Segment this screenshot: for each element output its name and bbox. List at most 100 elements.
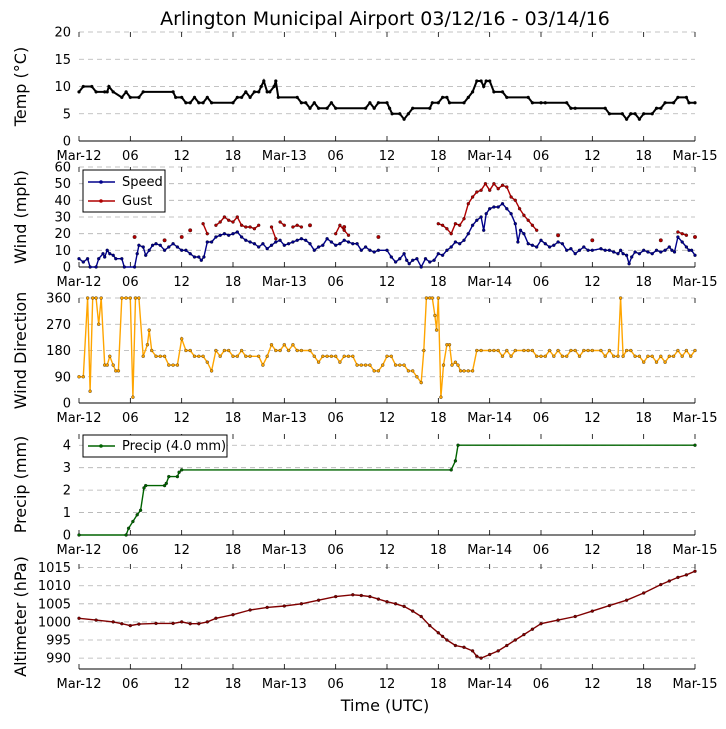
data-point <box>659 582 663 587</box>
data-point <box>381 363 385 367</box>
data-point <box>368 248 372 252</box>
data-point <box>453 459 458 463</box>
series-temp <box>77 78 697 121</box>
data-point <box>535 354 539 358</box>
data-point <box>513 222 517 226</box>
data-point <box>124 296 128 300</box>
data-point <box>192 354 197 358</box>
data-point <box>430 296 434 300</box>
data-point <box>488 188 492 192</box>
y-tick-label: 1005 <box>38 597 71 612</box>
data-point <box>91 296 95 300</box>
series-segment <box>335 224 350 236</box>
y-tick-label: 990 <box>46 652 71 667</box>
data-point <box>291 240 295 244</box>
data-point <box>342 228 346 232</box>
data-point <box>188 101 192 105</box>
data-point <box>621 354 625 358</box>
data-point <box>500 202 505 206</box>
data-point <box>387 106 392 110</box>
data-point <box>565 354 569 358</box>
data-point <box>252 242 257 246</box>
data-point <box>111 253 115 257</box>
data-point <box>312 101 316 105</box>
data-point <box>539 101 543 105</box>
data-point <box>180 337 184 341</box>
data-point <box>612 250 616 254</box>
data-point <box>672 250 677 254</box>
data-point <box>158 243 162 247</box>
data-point <box>650 112 654 116</box>
data-point <box>188 348 192 353</box>
x-tick-label: 18 <box>225 149 242 164</box>
data-point <box>447 343 452 347</box>
series-precip-4-0-mm- <box>77 443 697 537</box>
data-point <box>586 248 590 252</box>
x-tick-label: 12 <box>379 149 396 164</box>
data-point <box>440 223 445 227</box>
data-point <box>235 215 239 219</box>
data-point <box>422 348 426 353</box>
data-point <box>138 508 143 512</box>
y-tick-label: 15 <box>54 53 71 68</box>
x-tick-label: 06 <box>122 411 139 426</box>
data-point <box>167 363 171 367</box>
data-point <box>162 354 167 358</box>
data-point <box>526 95 530 100</box>
data-point <box>646 354 650 358</box>
data-point <box>670 248 674 252</box>
data-point <box>436 101 440 105</box>
data-point <box>359 248 363 252</box>
y-tick-label: 0 <box>63 135 71 150</box>
data-point <box>257 354 261 358</box>
data-point <box>450 363 454 367</box>
data-point <box>423 257 428 261</box>
data-point <box>201 222 205 226</box>
x-tick-label: Mar-14 <box>467 149 512 164</box>
data-point <box>231 613 235 617</box>
x-tick-label: Mar-13 <box>262 149 307 164</box>
y-tick-label: 4 <box>63 439 71 454</box>
data-point <box>590 348 594 353</box>
data-point <box>621 252 625 256</box>
data-point <box>97 257 101 261</box>
panel-altimeter: 990 995 1000 1005 1010 1015 Mar-12 06 12 18 Mar-13… <box>11 556 717 692</box>
data-point <box>88 389 92 393</box>
data-point <box>192 255 197 259</box>
data-point <box>453 222 458 226</box>
data-point <box>680 232 684 236</box>
data-point <box>274 237 278 241</box>
data-point <box>124 90 128 94</box>
data-point <box>522 213 526 217</box>
data-point <box>325 354 329 358</box>
data-point <box>346 240 351 244</box>
data-point <box>154 621 158 626</box>
x-tick-label: 18 <box>635 411 652 426</box>
data-point <box>248 240 252 244</box>
data-point <box>500 90 505 94</box>
data-point <box>231 101 235 105</box>
data-point <box>659 106 663 110</box>
data-point <box>590 248 594 252</box>
data-point <box>154 354 158 358</box>
data-point <box>274 348 278 353</box>
data-point <box>218 220 222 224</box>
x-tick-label: Mar-15 <box>673 275 718 290</box>
data-point <box>535 228 539 232</box>
data-point <box>122 265 126 269</box>
data-point <box>77 616 81 620</box>
data-point <box>363 363 368 367</box>
chart-title: Arlington Municipal Airport 03/12/16 - 0… <box>160 8 610 30</box>
data-point <box>257 90 261 94</box>
data-point <box>141 354 145 358</box>
data-point <box>308 348 312 353</box>
data-point <box>214 223 218 227</box>
data-point <box>144 483 148 488</box>
data-point <box>684 348 689 353</box>
data-point <box>299 237 304 241</box>
data-point <box>406 112 411 116</box>
data-point <box>167 245 171 249</box>
data-point <box>385 600 389 604</box>
data-point <box>693 101 697 105</box>
data-point <box>133 296 138 300</box>
